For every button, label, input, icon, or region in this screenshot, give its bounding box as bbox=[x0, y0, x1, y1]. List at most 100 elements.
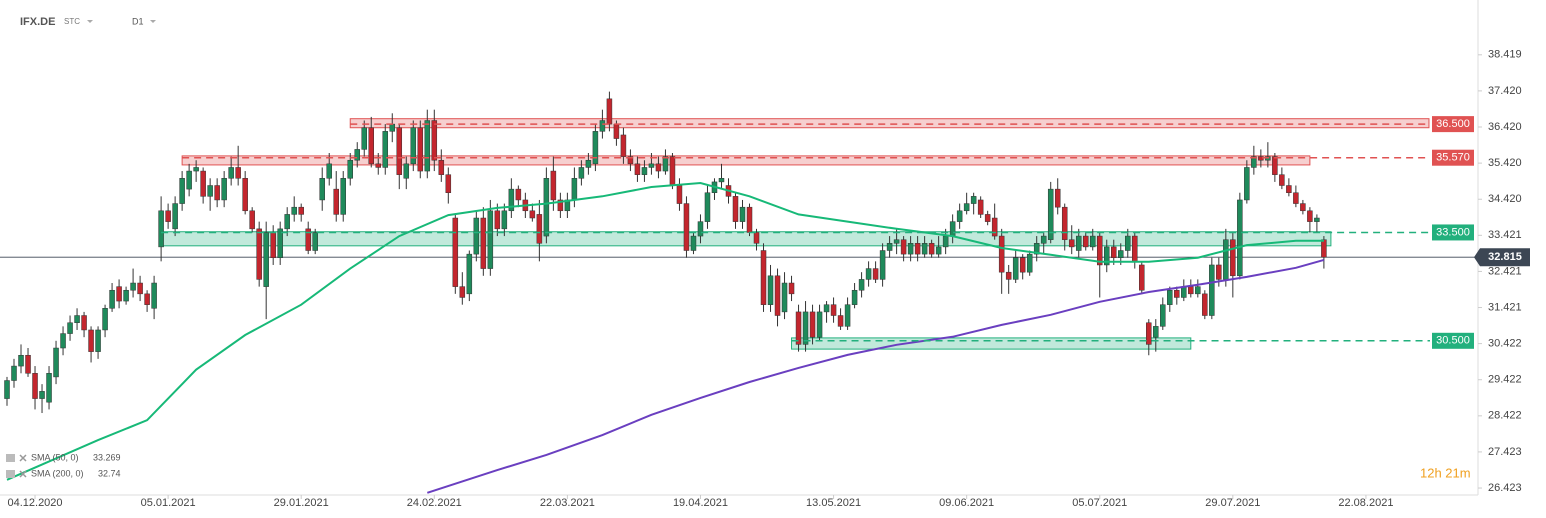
y-tick-label: 33.421 bbox=[1488, 229, 1522, 241]
candle-body bbox=[228, 167, 234, 179]
candle-body bbox=[200, 170, 206, 197]
candle-body bbox=[921, 243, 928, 255]
candle-body bbox=[1167, 289, 1173, 305]
candle-body bbox=[501, 210, 508, 230]
legend-value: 32.74 bbox=[98, 468, 121, 478]
candle-body bbox=[60, 333, 66, 349]
candle-body bbox=[515, 188, 522, 201]
candle-body bbox=[1153, 326, 1159, 338]
candle-body bbox=[788, 282, 795, 295]
candle-body bbox=[375, 163, 382, 168]
candle-body bbox=[326, 163, 332, 179]
plot: 36.500 35.570 33.500 30.500 bbox=[0, 91, 1478, 494]
level-label: 33.500 bbox=[1436, 226, 1470, 238]
candle-body bbox=[1160, 304, 1166, 327]
candle-body bbox=[760, 250, 767, 305]
candle-body bbox=[662, 156, 669, 172]
candle-body bbox=[403, 163, 410, 179]
candle-body bbox=[823, 304, 830, 313]
y-tick-label: 34.420 bbox=[1488, 193, 1522, 205]
candle-body bbox=[445, 174, 452, 193]
x-tick-label: 19.04.2021 bbox=[673, 497, 728, 509]
x-tick-label: 05.01.2021 bbox=[141, 497, 196, 509]
x-tick-label: 04.12.2020 bbox=[7, 497, 62, 509]
candle-body bbox=[851, 289, 858, 305]
instrument-type[interactable]: STC bbox=[64, 17, 80, 26]
candle-body bbox=[774, 275, 781, 316]
candle-body bbox=[970, 196, 977, 204]
candle-body bbox=[620, 134, 627, 157]
candle-body bbox=[704, 192, 711, 222]
symbol[interactable]: IFX.DE bbox=[20, 16, 55, 28]
y-tick-label: 36.420 bbox=[1488, 121, 1522, 133]
candle-body bbox=[1307, 210, 1313, 222]
dropdown-arrow[interactable] bbox=[87, 20, 93, 23]
candle-body bbox=[256, 228, 262, 280]
sma-line bbox=[426, 258, 1325, 494]
y-tick-label: 27.423 bbox=[1488, 446, 1522, 458]
candle-body bbox=[172, 203, 178, 230]
level-label: 36.500 bbox=[1436, 118, 1470, 130]
candle-body bbox=[1075, 235, 1082, 251]
candle-body bbox=[312, 232, 318, 251]
candle-body bbox=[235, 167, 241, 179]
candle-body bbox=[550, 170, 557, 201]
candle-body bbox=[592, 131, 599, 165]
candle-body bbox=[900, 239, 907, 255]
level-label-box bbox=[1432, 149, 1474, 166]
candle-body bbox=[1244, 167, 1250, 201]
candle-body bbox=[291, 206, 297, 215]
candle-body bbox=[1047, 188, 1054, 240]
x-tick-label: 24.02.2021 bbox=[407, 497, 462, 509]
candle-body bbox=[39, 391, 45, 399]
candle-body bbox=[893, 239, 900, 244]
candle-body bbox=[585, 159, 592, 168]
legend-name: SMA (50, 0) bbox=[31, 452, 79, 462]
candle-body bbox=[865, 268, 872, 280]
legend-close[interactable] bbox=[19, 470, 27, 478]
timer: 12h 21m bbox=[1420, 465, 1471, 480]
candle-body bbox=[781, 282, 788, 313]
candle-body bbox=[1146, 322, 1152, 345]
candle-body bbox=[74, 315, 80, 323]
candle-body bbox=[298, 206, 304, 215]
candle-body bbox=[634, 163, 641, 175]
candle-body bbox=[697, 221, 704, 237]
candle-body bbox=[410, 127, 417, 165]
dropdown-arrow[interactable] bbox=[150, 20, 156, 23]
candle-body bbox=[606, 98, 613, 125]
candle-body bbox=[67, 322, 73, 334]
candle-body bbox=[1174, 289, 1180, 298]
x-tick-label: 13.05.2021 bbox=[806, 497, 861, 509]
candle-body bbox=[816, 311, 823, 338]
candle-body bbox=[305, 228, 311, 251]
candle-body bbox=[1118, 250, 1124, 258]
timeframe[interactable]: D1 bbox=[132, 16, 144, 26]
level-label-box bbox=[1432, 116, 1474, 133]
candle-body bbox=[795, 311, 802, 345]
x-tick-label: 29.07.2021 bbox=[1205, 497, 1260, 509]
candle-body bbox=[382, 131, 389, 168]
legend-close[interactable] bbox=[19, 454, 27, 462]
candle-body bbox=[95, 329, 101, 352]
level-zone bbox=[160, 231, 1332, 247]
candle-body bbox=[102, 308, 108, 331]
candle-body bbox=[949, 221, 956, 237]
candle-body bbox=[837, 315, 844, 327]
y-tick-label: 28.422 bbox=[1488, 410, 1522, 422]
legend-icon bbox=[6, 454, 15, 462]
candle-body bbox=[11, 365, 17, 381]
x-tick-label: 22.03.2021 bbox=[540, 497, 595, 509]
candle-body bbox=[1012, 257, 1019, 280]
candle-body bbox=[529, 210, 536, 219]
candle-body bbox=[221, 178, 227, 201]
legend-icon bbox=[6, 470, 15, 478]
candle-body bbox=[193, 167, 199, 172]
candle-body bbox=[354, 149, 360, 161]
candle-body bbox=[648, 163, 655, 168]
candle-body bbox=[4, 380, 10, 399]
level-label-box bbox=[1432, 332, 1474, 349]
candle-body bbox=[1005, 271, 1012, 280]
candle-body bbox=[368, 127, 375, 165]
